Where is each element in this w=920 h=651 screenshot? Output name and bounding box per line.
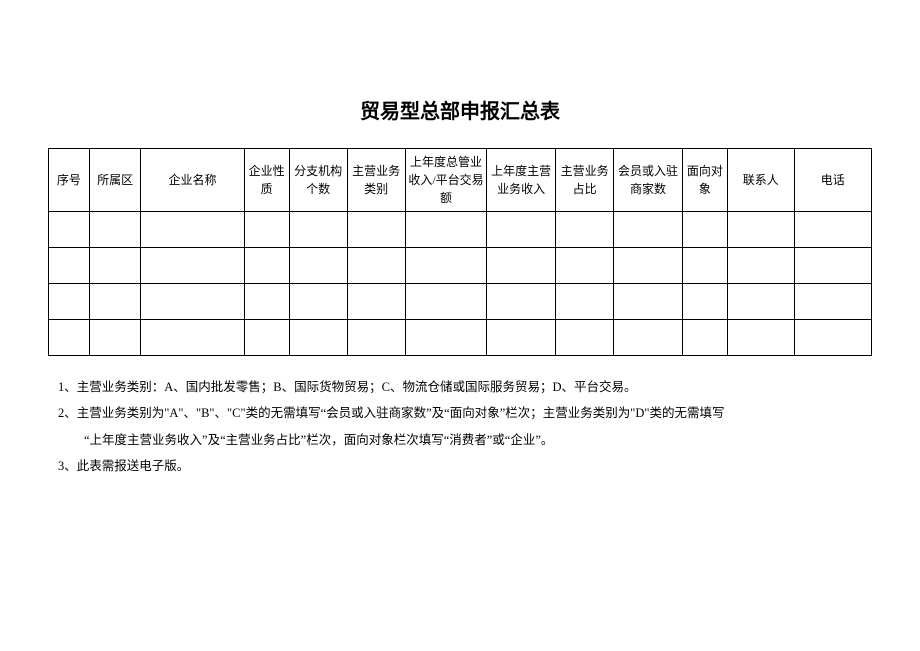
table-cell [244, 320, 289, 356]
table-cell [89, 212, 141, 248]
table-cell [405, 248, 487, 284]
col-header-7: 上年度主营业务收入 [487, 149, 556, 212]
table-cell [614, 284, 683, 320]
table-row [49, 212, 872, 248]
table-body [49, 212, 872, 356]
col-header-5: 主营业务类别 [347, 149, 405, 212]
table-row [49, 320, 872, 356]
col-header-0: 序号 [49, 149, 90, 212]
col-header-2: 企业名称 [141, 149, 244, 212]
table-cell [347, 320, 405, 356]
table-cell [682, 284, 727, 320]
note-2a: 2、主营业务类别为"A"、"B"、"C"类的无需填写“会员或入驻商家数”及“面向… [58, 400, 862, 426]
table-cell [49, 248, 90, 284]
table-cell [614, 212, 683, 248]
table-cell [614, 248, 683, 284]
col-header-3: 企业性质 [244, 149, 289, 212]
note-2b: “上年度主营业务收入”及“主营业务占比”栏次，面向对象栏次填写“消费者”或“企业… [58, 427, 862, 453]
table-cell [89, 248, 141, 284]
table-header-row: 序号所属区企业名称企业性质分支机构个数主营业务类别上年度总管业收入/平台交易额上… [49, 149, 872, 212]
table-cell [794, 212, 871, 248]
table-cell [141, 284, 244, 320]
col-header-8: 主营业务占比 [556, 149, 614, 212]
col-header-10: 面向对象 [682, 149, 727, 212]
table-cell [556, 284, 614, 320]
col-header-12: 电话 [794, 149, 871, 212]
table-cell [141, 212, 244, 248]
table-cell [347, 248, 405, 284]
table-cell [89, 284, 141, 320]
table-cell [289, 284, 347, 320]
table-cell [614, 320, 683, 356]
summary-table: 序号所属区企业名称企业性质分支机构个数主营业务类别上年度总管业收入/平台交易额上… [48, 148, 872, 356]
table-cell [487, 212, 556, 248]
table-cell [289, 320, 347, 356]
table-cell [487, 248, 556, 284]
table-cell [727, 320, 794, 356]
table-row [49, 284, 872, 320]
col-header-11: 联系人 [727, 149, 794, 212]
col-header-4: 分支机构个数 [289, 149, 347, 212]
col-header-9: 会员或入驻商家数 [614, 149, 683, 212]
table-cell [556, 320, 614, 356]
table-container: 序号所属区企业名称企业性质分支机构个数主营业务类别上年度总管业收入/平台交易额上… [0, 148, 920, 356]
note-3: 3、此表需报送电子版。 [58, 453, 862, 479]
table-cell [289, 212, 347, 248]
table-cell [682, 320, 727, 356]
table-cell [794, 248, 871, 284]
table-cell [89, 320, 141, 356]
table-cell [49, 320, 90, 356]
table-cell [244, 284, 289, 320]
table-cell [141, 248, 244, 284]
table-cell [244, 212, 289, 248]
note-1: 1、主营业务类别：A、国内批发零售；B、国际货物贸易；C、物流仓储或国际服务贸易… [58, 374, 862, 400]
table-cell [682, 212, 727, 248]
table-row [49, 248, 872, 284]
table-cell [405, 320, 487, 356]
table-cell [487, 284, 556, 320]
table-cell [727, 248, 794, 284]
table-cell [794, 284, 871, 320]
table-cell [141, 320, 244, 356]
table-cell [556, 248, 614, 284]
page-title: 贸易型总部申报汇总表 [0, 95, 920, 124]
col-header-6: 上年度总管业收入/平台交易额 [405, 149, 487, 212]
table-cell [49, 284, 90, 320]
table-cell [244, 248, 289, 284]
table-cell [405, 212, 487, 248]
col-header-1: 所属区 [89, 149, 141, 212]
notes-section: 1、主营业务类别：A、国内批发零售；B、国际货物贸易；C、物流仓储或国际服务贸易… [0, 356, 920, 479]
table-cell [727, 284, 794, 320]
table-cell [682, 248, 727, 284]
table-cell [794, 320, 871, 356]
table-cell [347, 212, 405, 248]
table-cell [49, 212, 90, 248]
table-cell [347, 284, 405, 320]
table-cell [405, 284, 487, 320]
table-cell [727, 212, 794, 248]
table-cell [556, 212, 614, 248]
table-cell [289, 248, 347, 284]
table-cell [487, 320, 556, 356]
